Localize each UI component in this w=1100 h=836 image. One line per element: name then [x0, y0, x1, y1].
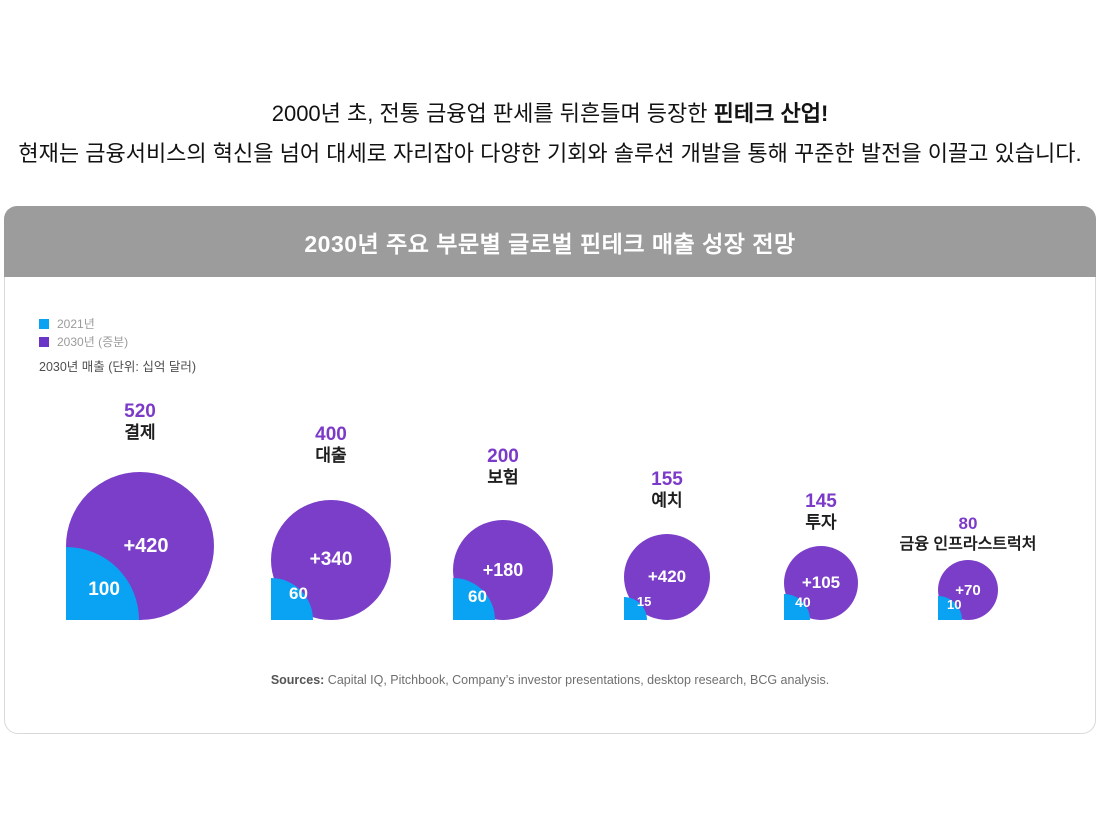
- increment-value: +420: [123, 534, 169, 557]
- category-label: 대출: [315, 446, 347, 465]
- base-value: 40: [795, 594, 811, 611]
- total-value: 145: [805, 491, 837, 512]
- chart-card: 2030년 주요 부문별 글로벌 핀테크 매출 성장 전망 2021년 2030…: [4, 206, 1096, 734]
- category-label: 결제: [124, 423, 156, 442]
- label-investment: 145 투자: [717, 491, 925, 533]
- increment-value: +180: [482, 559, 524, 580]
- legend-item-2030: 2030년 (증분): [39, 333, 128, 350]
- label-payments: 520 결제: [36, 401, 244, 443]
- category-label: 보험: [487, 468, 519, 487]
- base-quarter-payments: 100: [66, 547, 139, 620]
- increment-value: +340: [309, 549, 353, 570]
- total-value: 155: [651, 469, 683, 490]
- base-quarter-deposits: 15: [624, 594, 651, 620]
- increment-value: +420: [647, 567, 687, 586]
- legend-swatch-2021-icon: [39, 318, 49, 329]
- bubble-insurance: +180 60: [453, 520, 553, 620]
- base-value: 60: [289, 584, 308, 604]
- legend-item-2021: 2021년: [39, 315, 128, 332]
- sources-line: Sources: Capital IQ, Pitchbook, Company’…: [5, 673, 1095, 687]
- headline: 2000년 초, 전통 금융업 판세를 뒤흔들며 등장한 핀테크 산업! 현재는…: [0, 94, 1100, 174]
- label-financial-infrastructure: 80 금융 인프라스트럭처: [864, 513, 1072, 555]
- total-value: 520: [124, 401, 156, 422]
- chart-title-bar: 2030년 주요 부문별 글로벌 핀테크 매출 성장 전망: [4, 206, 1096, 277]
- base-quarter-financial-infrastructure: 10: [938, 596, 962, 620]
- label-deposits: 155 예치: [563, 469, 771, 511]
- category-label: 투자: [805, 513, 837, 532]
- sources-label: Sources:: [270, 673, 325, 687]
- base-value: 10: [947, 597, 962, 613]
- unit-note: 2030년 매출 (단위: 십억 달러): [39, 360, 196, 374]
- increment-value: +105: [801, 573, 841, 592]
- label-insurance: 200 보험: [399, 446, 607, 488]
- bubble-investment: +105 40: [784, 546, 858, 620]
- increment-value: +70: [955, 581, 981, 599]
- headline-line1-bold-text: 핀테크 산업!: [713, 101, 829, 126]
- bubble-loans: +340 60: [271, 500, 391, 620]
- base-quarter-loans: 60: [271, 578, 313, 620]
- base-value: 60: [468, 587, 487, 606]
- legend-swatch-2030-icon: [39, 336, 49, 347]
- total-value: 200: [487, 446, 519, 467]
- headline-line1: 2000년 초, 전통 금융업 판세를 뒤흔들며 등장한 핀테크 산업!: [0, 94, 1100, 134]
- headline-line1-text: 2000년 초, 전통 금융업 판세를 뒤흔들며 등장한: [271, 101, 714, 126]
- chart-title: 2030년 주요 부문별 글로벌 핀테크 매출 성장 전망: [304, 230, 796, 257]
- total-value: 400: [315, 424, 347, 445]
- bubble-deposits: +420 15: [624, 534, 710, 620]
- bubble-financial-infrastructure: +70 10: [938, 560, 998, 620]
- category-label: 예치: [651, 491, 683, 510]
- label-loans: 400 대출: [227, 424, 435, 466]
- sources-text: Capital IQ, Pitchbook, Company’s investo…: [324, 673, 830, 687]
- base-quarter-insurance: 60: [453, 578, 495, 620]
- legend: 2021년 2030년 (증분): [39, 315, 128, 351]
- base-quarter-investment: 40: [784, 594, 811, 620]
- total-value: 80: [958, 514, 978, 533]
- legend-label-2021: 2021년: [57, 317, 95, 331]
- bubble-payments: +420 100: [66, 472, 214, 620]
- base-value: 15: [636, 593, 652, 609]
- headline-line2: 현재는 금융서비스의 혁신을 넘어 대세로 자리잡아 다양한 기회와 솔루션 개…: [18, 141, 1082, 166]
- base-value: 100: [88, 578, 120, 600]
- legend-label-2030: 2030년 (증분): [57, 335, 129, 349]
- category-label: 금융 인프라스트럭처: [899, 536, 1037, 553]
